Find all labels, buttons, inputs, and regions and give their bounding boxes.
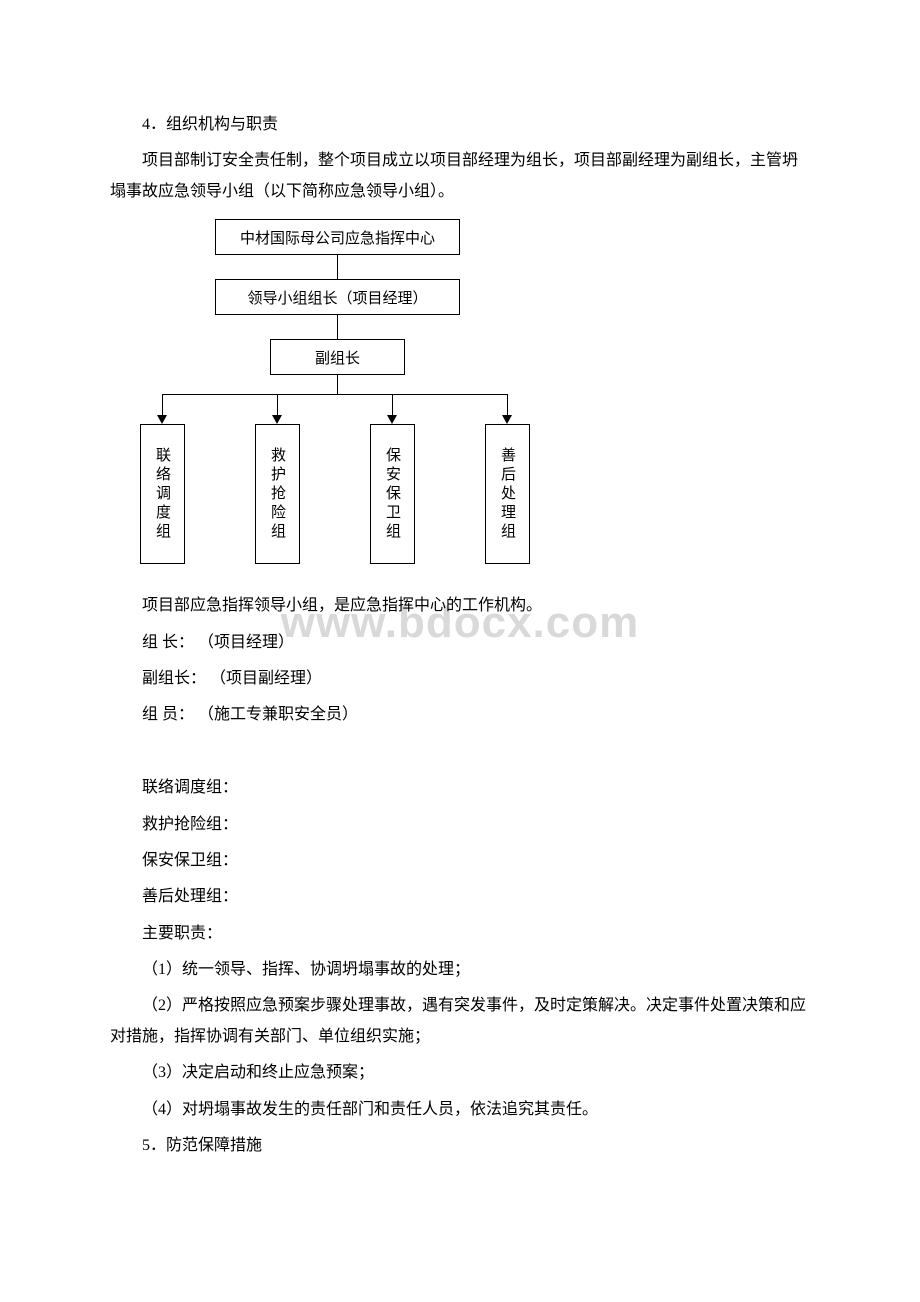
section-4-heading: 4．组织机构与职责 [110, 110, 810, 140]
body-p6: 救护抢险组： [110, 810, 810, 840]
duty-4: （4）对坍塌事故发生的责任部门和责任人员，依法追究其责任。 [110, 1095, 810, 1125]
body-p4: 组 员： （施工专兼职安全员） [110, 700, 810, 730]
node-parent-hq: 中材国际母公司应急指挥中心 [215, 219, 460, 255]
arrow-icon [157, 415, 167, 424]
document-page: 4．组织机构与职责 项目部制订安全责任制，整个项目成立以项目部经理为组长，项目部… [0, 0, 920, 1247]
connector [162, 394, 163, 416]
body-p1: 项目部应急指挥领导小组，是应急指挥中心的工作机构。 [110, 591, 810, 621]
duty-2: （2）严格按照应急预案步骤处理事故，遇有突发事件，及时定策解决。决定事件处置决策… [110, 991, 810, 1052]
connector [392, 394, 393, 416]
body-p5: 联络调度组： [110, 773, 810, 803]
node-team-leader: 领导小组组长（项目经理） [215, 279, 460, 315]
connector [337, 255, 338, 279]
node-aftermath-group: 善后处理组 [485, 424, 530, 564]
body-p7: 保安保卫组： [110, 846, 810, 876]
duty-3: （3）决定启动和终止应急预案； [110, 1058, 810, 1088]
node-deputy-leader: 副组长 [270, 339, 405, 375]
section-5-heading: 5．防范保障措施 [110, 1131, 810, 1161]
body-p9: 主要职责： [110, 919, 810, 949]
connector [507, 394, 508, 416]
arrow-icon [387, 415, 397, 424]
duty-1: （1）统一领导、指挥、协调坍塌事故的处理； [110, 955, 810, 985]
node-rescue-group: 救护抢险组 [255, 424, 300, 564]
node-security-group: 保安保卫组 [370, 424, 415, 564]
arrow-icon [272, 415, 282, 424]
body-p3: 副组长： （项目副经理） [110, 664, 810, 694]
connector [337, 315, 338, 339]
section-4-intro: 项目部制订安全责任制，整个项目成立以项目部经理为组长，项目部副经理为副组长，主管… [110, 146, 810, 207]
connector [162, 394, 508, 395]
connector [277, 394, 278, 416]
arrow-icon [502, 415, 512, 424]
org-chart: 中材国际母公司应急指挥中心 领导小组组长（项目经理） 副组长 联络调度组 救护抢… [140, 219, 580, 579]
node-liaison-group: 联络调度组 [140, 424, 185, 564]
body-p2: 组 长： （项目经理） [110, 628, 810, 658]
body-p8: 善后处理组： [110, 882, 810, 912]
connector [337, 375, 338, 394]
